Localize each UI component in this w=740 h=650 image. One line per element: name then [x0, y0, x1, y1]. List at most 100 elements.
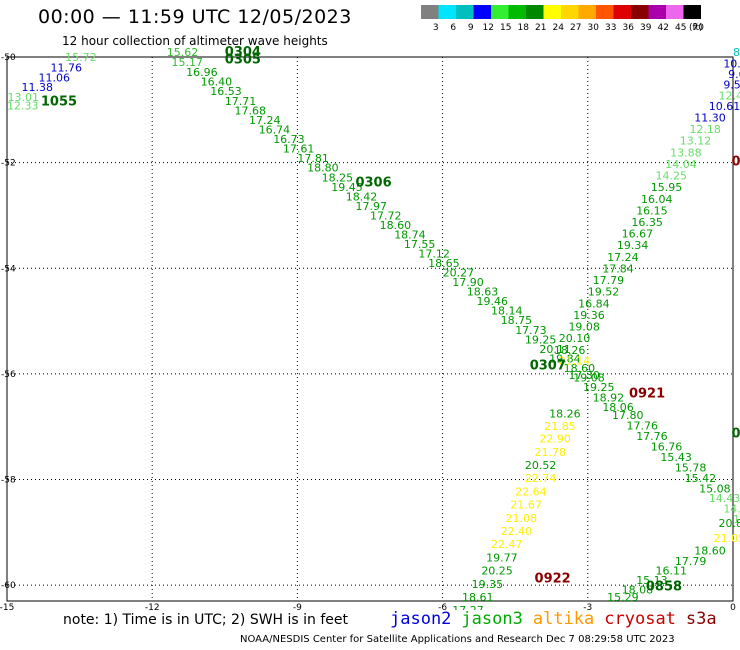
y-tick-label: -58	[1, 476, 16, 486]
swh-observation: 16.15	[636, 204, 668, 217]
swh-observation: 16.67	[622, 228, 654, 241]
pass-time-label: 1055	[41, 95, 77, 110]
satellite-legend: jason2 jason3 altika cryosat s3a	[390, 609, 727, 629]
swh-observation: 20.25	[481, 565, 513, 578]
swh-observation: 22.64	[515, 485, 547, 498]
satellite-legend-s3a: s3a	[685, 609, 717, 629]
swh-observation: 15.43	[660, 451, 692, 464]
swh-observation: 15.95	[651, 181, 683, 194]
swh-observation: 16.74	[259, 124, 291, 137]
swh-observation: 11.30	[694, 111, 726, 124]
x-tick-label: -12	[145, 603, 160, 610]
legend-swatch	[473, 5, 491, 19]
swh-observation: 21.67	[510, 499, 542, 512]
swh-observation: 15.78	[675, 462, 707, 475]
pass-time-label: 0922	[535, 572, 571, 587]
pass-time-label: 0921	[629, 387, 665, 402]
footer-note: note: 1) Time is in UTC; 2) SWH is in fe…	[63, 612, 349, 628]
pass-time-label: 0305	[225, 52, 261, 67]
y-tick-label: -52	[1, 159, 16, 169]
swh-observation: 17.76	[627, 419, 659, 432]
swh-observation: 17.55	[404, 238, 436, 251]
swh-observation: 16.96	[186, 66, 218, 79]
swh-observation: 13.88	[670, 146, 702, 159]
swh-observation: 20.52	[525, 459, 557, 472]
swh-observation: 17.90	[452, 276, 484, 289]
swh-observation: 15.72	[65, 51, 97, 64]
legend-tick-label: 24	[553, 23, 565, 33]
map-frame	[6, 56, 734, 602]
map-title: 00:00 — 11:59 UTC 12/05/2023	[38, 6, 352, 28]
swh-observation: 12.18	[689, 123, 721, 136]
swh-observation: 15.13	[636, 574, 668, 587]
swh-observation: 15.29	[607, 591, 639, 604]
swh-observation: 22.40	[501, 525, 533, 538]
swh-observation: 21.08	[506, 512, 538, 525]
swh-observation: 13.12	[680, 135, 712, 148]
swh-observation: 18.08	[622, 584, 654, 597]
swh-observation: 19.34	[617, 239, 649, 252]
swh-observation: 19.46	[476, 295, 508, 308]
credit-line: NOAA/NESDIS Center for Satellite Applica…	[240, 634, 675, 645]
swh-observation: 20.11	[539, 343, 571, 356]
swh-observation: 21.85	[544, 420, 576, 433]
swh-observation: 19.45	[331, 181, 363, 194]
x-tick-label: -3	[583, 603, 592, 610]
pass-time-label: 030	[732, 426, 740, 441]
legend-swatch	[561, 5, 579, 19]
satellite-legend-cryosat: cryosat	[604, 609, 676, 629]
pass-time-label: 092	[732, 154, 740, 169]
swh-observation: 16.11	[656, 565, 688, 578]
swh-observation: 22.90	[539, 433, 571, 446]
legend-tick-label: 12	[483, 23, 494, 33]
swh-observation: 18.74	[394, 229, 426, 242]
swh-observation: 19.52	[588, 286, 620, 299]
swh-observation: 16.04	[641, 193, 673, 206]
map-subtitle: 12 hour collection of altimeter wave hei…	[62, 34, 328, 48]
swh-observation: 18.42	[346, 191, 378, 204]
swh-observation: 18.60	[564, 362, 596, 375]
swh-observation: 17.76	[636, 430, 668, 443]
swh-observation: 14.04	[665, 158, 697, 171]
swh-observation: 21.14	[559, 354, 591, 367]
swh-observation: 18.25	[322, 172, 354, 185]
swh-observation: 18.61	[462, 591, 494, 604]
swh-observation: 18.60	[694, 545, 726, 558]
legend-tick-label: 6	[450, 23, 456, 33]
swh-observation: 14.13	[723, 502, 740, 515]
swh-observation: 20.8	[718, 517, 740, 530]
satellite-legend-jason3: jason3	[461, 609, 523, 629]
swh-observation: 22.74	[525, 472, 557, 485]
pass-time-label: 0304	[225, 45, 261, 60]
swh-observation: 20.10	[559, 332, 591, 345]
swh-observation: 17.30	[568, 369, 600, 382]
swh-observation: 17.73	[515, 324, 547, 337]
legend-swatch	[613, 5, 631, 19]
swh-observation: 15.42	[685, 472, 717, 485]
swh-observation: 14.0	[733, 513, 740, 526]
pass-time-label: 0307	[530, 359, 566, 374]
swh-observation: 14.25	[656, 170, 688, 183]
swh-observation: 17.12	[418, 248, 450, 261]
swh-observation: 19.08	[573, 371, 605, 384]
x-tick-label: -6	[438, 603, 447, 610]
swh-observation: 17.79	[593, 274, 625, 287]
swh-observation: 18.14	[491, 305, 523, 318]
swh-observation: 18.80	[307, 162, 339, 175]
swh-observation: 10.5	[723, 58, 740, 71]
legend-swatch	[578, 5, 596, 19]
legend-tick-label: 42	[658, 23, 669, 33]
swh-observation: 12.33	[7, 99, 39, 112]
legend-swatch	[456, 5, 474, 19]
swh-observation: 19.36	[573, 309, 605, 322]
swh-observation: 16.53	[210, 85, 242, 98]
swh-observation: 21.78	[535, 446, 567, 459]
swh-observation: 17.84	[602, 262, 634, 275]
legend-tick-label: 18	[518, 23, 530, 33]
swh-observation: 18.75	[501, 314, 533, 327]
swh-observation: 19.77	[486, 551, 518, 564]
swh-observation: 10.61	[709, 100, 740, 113]
swh-observation: 17.81	[297, 152, 329, 165]
legend-swatch	[526, 5, 544, 19]
legend-tick-label: 9	[468, 23, 474, 33]
